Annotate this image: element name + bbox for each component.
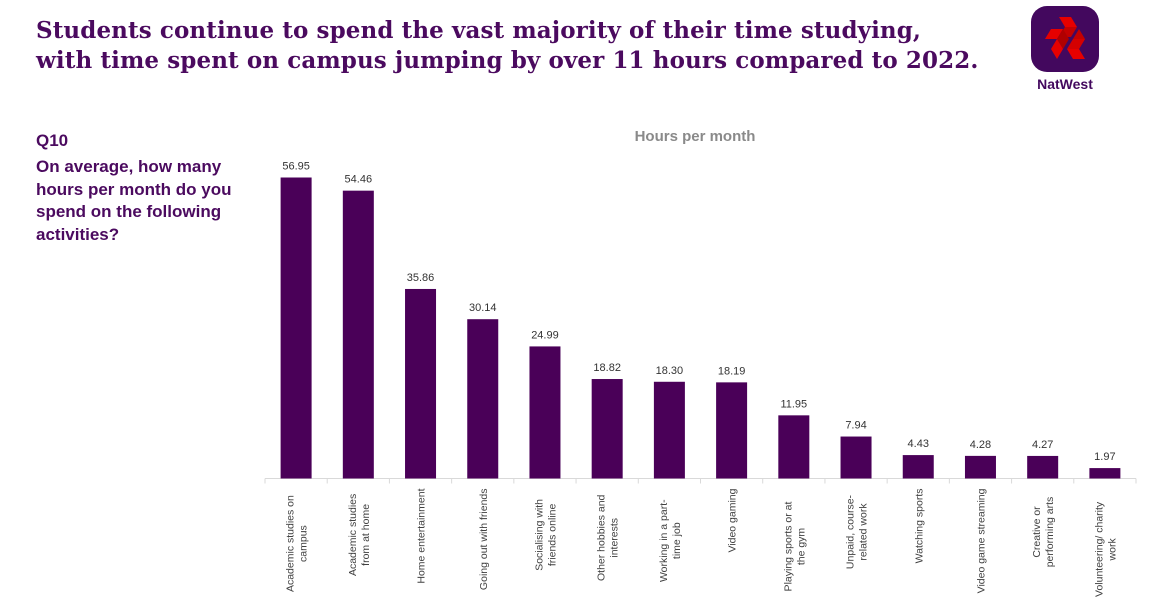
category-label: Video gaming — [727, 488, 739, 552]
category-label-line: work — [1106, 538, 1118, 562]
category-label-line: Academic studies on — [285, 495, 297, 592]
data-label: 7.94 — [845, 420, 866, 432]
category-label: Academic studies on campus — [285, 495, 310, 592]
natwest-logo-icon — [1031, 6, 1099, 72]
headline: Students continue to spend the vast majo… — [36, 16, 996, 76]
data-label: 24.99 — [531, 329, 559, 341]
category-label-line: performing arts — [1044, 497, 1056, 568]
category-label-line: Playing sports or at — [782, 501, 794, 591]
bar — [716, 382, 748, 479]
data-label: 35.86 — [407, 272, 435, 284]
question-text: On average, how many hours per month do … — [36, 157, 232, 244]
category-label: Volunteering/ charity work — [1093, 501, 1118, 597]
data-label: 18.82 — [593, 362, 621, 374]
bar — [405, 288, 437, 479]
category-label-line: Going out with friends — [478, 489, 490, 591]
data-label: 54.46 — [345, 174, 373, 186]
category-label-line: from at home — [360, 504, 372, 566]
bar — [467, 319, 499, 479]
category-label: Video game streaming — [975, 488, 987, 593]
category-label-line: Unpaid, course- — [845, 494, 857, 569]
category-label: Going out with friends — [478, 489, 490, 591]
category-label-line: interests — [609, 518, 621, 558]
category-label-line: Video game streaming — [975, 488, 987, 593]
category-label-line: Creative or — [1031, 506, 1043, 558]
category-label: Other hobbies and interests — [596, 494, 621, 581]
bar — [342, 190, 374, 479]
category-label-line: Video gaming — [727, 488, 739, 552]
category-label-line: friends online — [546, 504, 558, 567]
bar — [653, 381, 685, 479]
bar — [902, 455, 934, 479]
data-label: 4.28 — [970, 439, 991, 451]
category-label-line: Volunteering/ charity — [1093, 501, 1105, 597]
data-label: 30.14 — [469, 302, 497, 314]
category-label: Playing sports or at the gym — [782, 501, 807, 591]
bar — [964, 455, 996, 479]
data-label: 18.19 — [718, 365, 746, 377]
category-label-line: campus — [298, 525, 310, 562]
bar — [280, 177, 312, 479]
category-label: Working in a part-time job — [658, 499, 683, 582]
category-label: Home entertainment — [416, 488, 428, 583]
natwest-cubes-icon — [1045, 17, 1085, 59]
category-label: Socialising with friends online — [533, 499, 558, 571]
chart-title: Hours per month — [634, 128, 756, 145]
category-label-line: related work — [858, 503, 870, 561]
data-label: 56.95 — [282, 161, 310, 173]
headline-line-1: Students continue to spend the vast majo… — [36, 17, 922, 44]
bar — [840, 436, 872, 479]
bar — [591, 379, 623, 479]
category-label-line: time job — [671, 522, 683, 559]
question-id: Q10 — [36, 131, 69, 150]
bar — [1027, 455, 1059, 479]
category-label-line: Home entertainment — [416, 488, 428, 583]
category-label: Unpaid, course-related work — [845, 494, 870, 569]
category-label-line: the gym — [795, 528, 807, 566]
category-label-line: Working in a part- — [658, 499, 670, 582]
category-label-line: Watching sports — [913, 489, 925, 564]
category-label: Watching sports — [913, 489, 925, 564]
data-label: 4.27 — [1032, 439, 1053, 451]
category-label: Creative or performing arts — [1031, 497, 1056, 568]
category-label-line: Academic studies — [347, 494, 359, 576]
headline-line-2: with time spent on campus jumping by ove… — [36, 47, 979, 74]
category-label: Academic studies from at home — [347, 494, 372, 576]
data-label: 18.30 — [656, 365, 684, 377]
category-label-line: Socialising with — [533, 499, 545, 571]
bar — [778, 415, 810, 479]
brand-name: NatWest — [1037, 76, 1093, 92]
data-label: 11.95 — [780, 398, 807, 410]
bar — [1089, 468, 1121, 479]
data-label: 1.97 — [1094, 451, 1115, 463]
bar — [529, 346, 561, 479]
category-label-line: Other hobbies and — [596, 494, 608, 581]
data-label: 4.43 — [908, 438, 929, 450]
